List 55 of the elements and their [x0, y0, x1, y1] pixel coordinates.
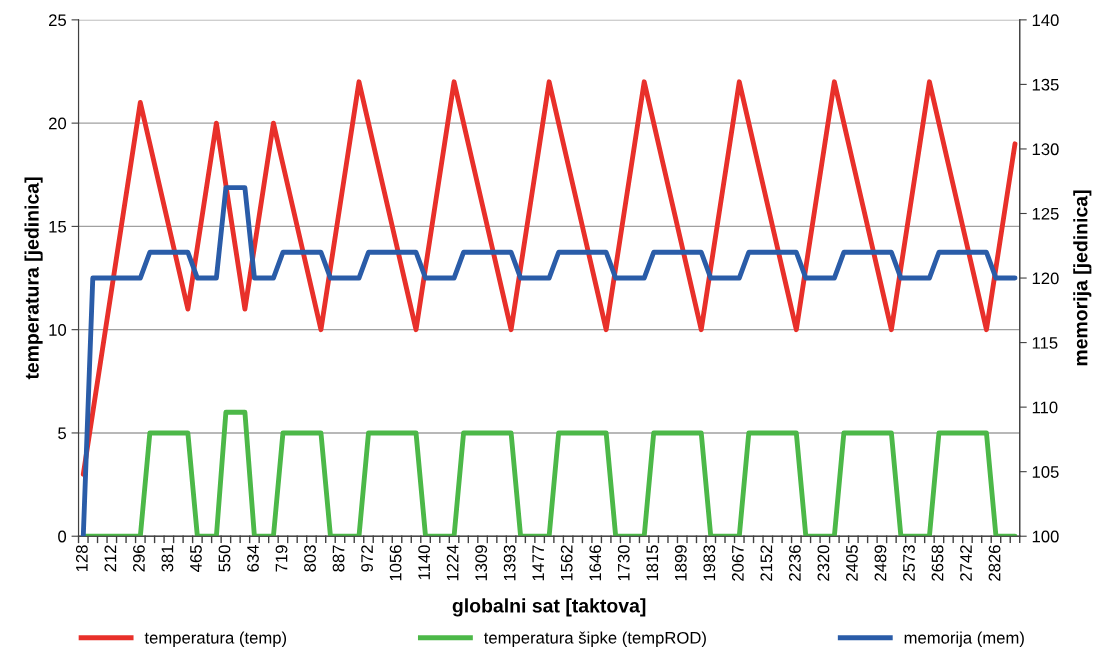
x-tick-label: 1477	[532, 545, 544, 581]
x-tick-label: 1056	[389, 545, 402, 581]
y2-axis-title: memorija [jedinica]	[1073, 190, 1092, 366]
y2-tick-label: 125	[1032, 207, 1059, 220]
x-tick-label: 719	[275, 545, 288, 572]
x-axis-title: globalni sat [taktova]	[452, 598, 646, 617]
y-tick-label: 15	[49, 220, 67, 233]
y2-tick-label: 130	[1032, 143, 1059, 156]
x-tick-label: 2573	[903, 545, 915, 581]
x-tick-label: 1646	[589, 545, 602, 581]
x-tick-label: 2152	[760, 545, 773, 581]
y2-tick-label: 110	[1032, 401, 1058, 414]
x-tick-label: 2826	[988, 545, 1001, 581]
y2-tick-label: 140	[1032, 14, 1059, 27]
x-tick-label: 381	[161, 545, 174, 572]
x-tick-label: 1224	[446, 545, 459, 581]
legend-label: temperatura (temp)	[144, 631, 287, 647]
x-tick-label: 465	[190, 545, 202, 572]
y-tick-label: 0	[58, 530, 67, 543]
x-tick-label: 2658	[931, 545, 944, 581]
y2-tick-label: 100	[1032, 530, 1059, 543]
x-tick-label: 1562	[560, 545, 573, 581]
x-tick-label: 1899	[674, 545, 687, 581]
x-tick-label: 212	[104, 545, 117, 572]
x-tick-label: 1140	[418, 545, 431, 580]
x-tick-label: 2067	[731, 545, 744, 581]
line-series	[80, 79, 1018, 477]
y-tick-label: 20	[49, 117, 67, 130]
y2-tick-label: 135	[1032, 78, 1059, 91]
x-tick-label: 550	[218, 545, 231, 572]
y-tick-label: 25	[49, 14, 67, 27]
x-tick-label: 1309	[475, 545, 488, 581]
y-tick-label: 10	[49, 324, 67, 336]
x-tick-label: 1730	[617, 545, 630, 581]
y2-tick-label: 105	[1032, 466, 1059, 478]
x-tick-label: 1393	[503, 545, 516, 581]
y2-tick-label: 120	[1032, 272, 1059, 285]
x-tick-label: 2236	[788, 545, 801, 581]
y2-tick-label: 115	[1032, 337, 1058, 349]
x-tick-label: 887	[332, 545, 345, 572]
x-tick-label: 296	[132, 545, 145, 572]
x-tick-label: 1815	[646, 545, 659, 581]
x-tick-label: 972	[361, 545, 373, 572]
legend-label: memorija (mem)	[904, 631, 1024, 647]
y-tick-label: 5	[58, 427, 67, 440]
x-tick-label: 803	[304, 545, 316, 572]
y-axis-title: temperatura [jedinica]	[24, 177, 43, 380]
legend-label: temperatura šipke (tempROD)	[483, 631, 706, 647]
x-tick-label: 2405	[846, 545, 858, 581]
x-tick-label: 2320	[817, 545, 830, 581]
x-tick-label: 2489	[874, 545, 887, 581]
x-tick-label: 1983	[703, 545, 716, 581]
x-tick-label: 128	[75, 545, 88, 572]
x-tick-label: 2742	[960, 545, 972, 581]
x-tick-label: 634	[247, 545, 259, 572]
